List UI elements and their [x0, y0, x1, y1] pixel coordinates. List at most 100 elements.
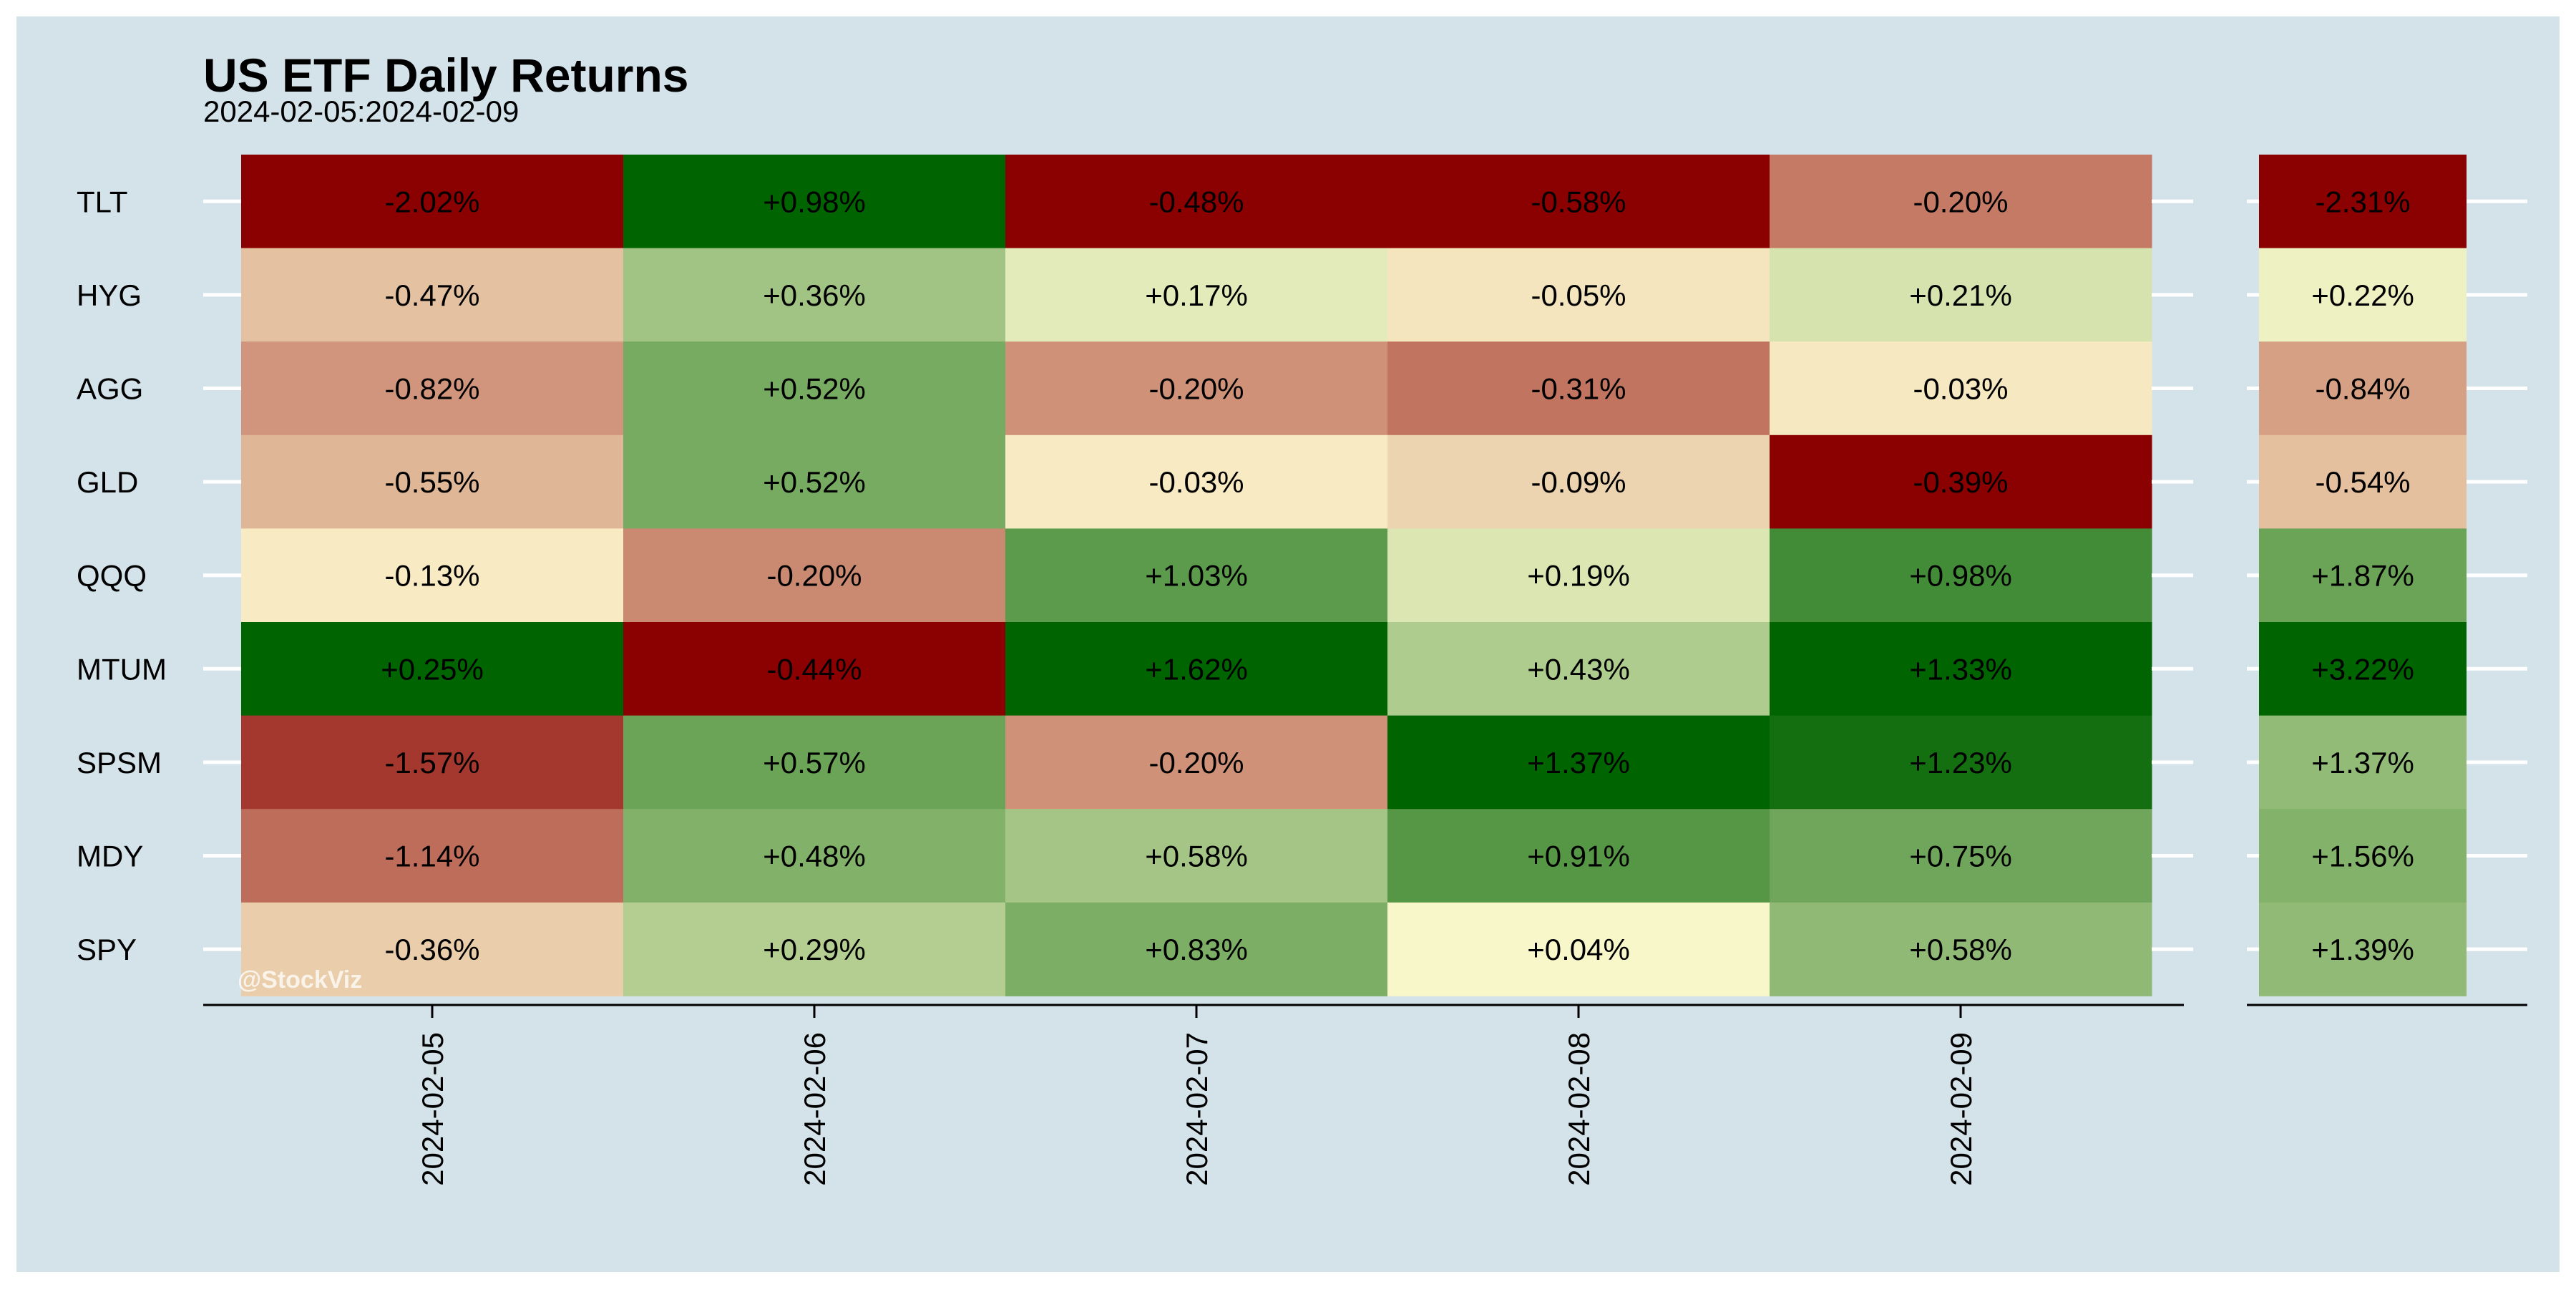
row-label: AGG — [77, 372, 143, 406]
total-column-cells — [2259, 155, 2467, 996]
heatmap-cell — [1770, 809, 2152, 903]
heatmap-cell — [1770, 715, 2152, 810]
cell-value-label: +1.37% — [1527, 746, 1630, 779]
total-cell — [2259, 902, 2467, 996]
cell-value-label: -1.57% — [384, 746, 479, 779]
cell-value-label: +0.25% — [381, 652, 484, 686]
total-value-label: -0.54% — [2315, 465, 2410, 499]
row-label: TLT — [77, 185, 128, 218]
x-tick-labels: 2024-02-05 2024-02-06 2024-02-07 2024-02-08… — [416, 1032, 1978, 1186]
total-value-label: +1.87% — [2311, 559, 2414, 593]
heatmap-cell — [241, 715, 624, 810]
chart-title: US ETF Daily Returns — [203, 49, 688, 102]
cell-value-label: -0.03% — [1148, 465, 1244, 499]
x-tick-label: 2024-02-08 — [1562, 1032, 1596, 1186]
heatmap-cell — [623, 248, 1006, 342]
cell-value-label: -0.39% — [1913, 465, 2008, 499]
heatmap-cell — [623, 715, 1006, 810]
axis-ticks — [203, 199, 2527, 1018]
cell-value-label: +0.21% — [1909, 278, 2012, 312]
cell-value-label: +0.17% — [1145, 278, 1248, 312]
heatmap-cell — [1770, 248, 2152, 342]
heatmap-cell — [623, 434, 1006, 529]
heatmap-cell — [1387, 622, 1770, 717]
x-tick-label: 2024-02-07 — [1180, 1032, 1214, 1186]
cell-value-label: -0.82% — [384, 372, 479, 406]
heatmap-cell — [623, 902, 1006, 996]
cell-value-label: +0.98% — [1909, 559, 2012, 593]
cell-value-label: -0.05% — [1531, 278, 1626, 312]
cell-value-label: -0.20% — [1148, 372, 1244, 406]
cell-value-label: +0.98% — [763, 185, 866, 218]
x-tick-label: 2024-02-05 — [416, 1032, 449, 1186]
x-tick-label: 2024-02-06 — [798, 1032, 831, 1186]
heatmap-cell — [1005, 902, 1388, 996]
cell-value-label: +0.29% — [763, 933, 866, 966]
total-cell — [2259, 434, 2467, 529]
cell-value-label: -0.13% — [384, 559, 479, 593]
total-cell — [2259, 809, 2467, 903]
heatmap-cell — [1005, 248, 1388, 342]
heatmap-cell — [1387, 902, 1770, 996]
heatmap-cell — [241, 434, 624, 529]
cell-value-labels: -2.02% +0.98% -0.48% -0.58% -0.20% -0.47% +0.3… — [381, 185, 2012, 966]
cell-value-label: +0.91% — [1527, 840, 1630, 873]
heatmap-cell — [623, 155, 1006, 249]
total-value-label: +1.56% — [2311, 840, 2414, 873]
cell-value-label: +0.52% — [763, 465, 866, 499]
cell-value-label: -0.58% — [1531, 185, 1626, 218]
cell-value-label: -0.20% — [1148, 746, 1244, 779]
cell-value-label: +1.33% — [1909, 652, 2012, 686]
cell-value-label: +0.58% — [1145, 840, 1248, 873]
cell-value-label: +1.62% — [1145, 652, 1248, 686]
row-label: GLD — [77, 465, 138, 499]
heatmap-cell — [1387, 341, 1770, 436]
heatmap-cell — [1387, 434, 1770, 529]
cell-value-label: -1.14% — [384, 840, 479, 873]
cell-value-label: +1.03% — [1145, 559, 1248, 593]
row-labels: TLT HYG AGG GLD QQQ MTUM SPSM MDY SPY — [77, 185, 167, 966]
cell-value-label: +0.57% — [763, 746, 866, 779]
heatmap-cell — [1770, 902, 2152, 996]
cell-value-label: +1.23% — [1909, 746, 2012, 779]
heatmap-cell — [241, 248, 624, 342]
total-value-labels: -2.31% +0.22% -0.84% -0.54% +1.87% +3.22% +1.3… — [2311, 185, 2414, 966]
cell-value-label: +0.58% — [1909, 933, 2012, 966]
cell-value-label: +0.48% — [763, 840, 866, 873]
cell-value-label: +0.36% — [763, 278, 866, 312]
cell-value-label: -0.20% — [766, 559, 862, 593]
heatmap-cell — [1770, 622, 2152, 717]
heatmap-cell — [1005, 434, 1388, 529]
heatmap-cell — [1005, 622, 1388, 717]
cell-value-label: -0.36% — [384, 933, 479, 966]
cell-value-label: -0.47% — [384, 278, 479, 312]
row-label: SPSM — [77, 746, 162, 779]
cell-value-label: -0.55% — [384, 465, 479, 499]
cell-value-label: +0.04% — [1527, 933, 1630, 966]
total-value-label: -0.84% — [2315, 372, 2410, 406]
cell-value-label: -2.02% — [384, 185, 479, 218]
heatmap-cell — [241, 809, 624, 903]
total-cell — [2259, 155, 2467, 249]
heatmap-cells — [241, 155, 2152, 996]
cell-value-label: -0.09% — [1531, 465, 1626, 499]
heatmap-cell — [1005, 155, 1388, 249]
cell-value-label: +0.75% — [1909, 840, 2012, 873]
cell-value-label: +0.43% — [1527, 652, 1630, 686]
total-value-label: +0.22% — [2311, 278, 2414, 312]
total-cell — [2259, 528, 2467, 623]
heatmap-cell — [1387, 155, 1770, 249]
heatmap-cell — [241, 341, 624, 436]
cell-value-label: -0.20% — [1913, 185, 2008, 218]
heatmap-cell — [1387, 715, 1770, 810]
row-label: MDY — [77, 840, 143, 873]
heatmap-cell — [623, 341, 1006, 436]
heatmap-cell — [241, 902, 624, 996]
cell-value-label: +0.52% — [763, 372, 866, 406]
heatmap-cell — [1387, 528, 1770, 623]
chart-subtitle: 2024-02-05:2024-02-09 — [203, 94, 519, 128]
heatmap-cell — [1770, 434, 2152, 529]
row-label: HYG — [77, 278, 142, 312]
heatmap-cell — [241, 622, 624, 717]
